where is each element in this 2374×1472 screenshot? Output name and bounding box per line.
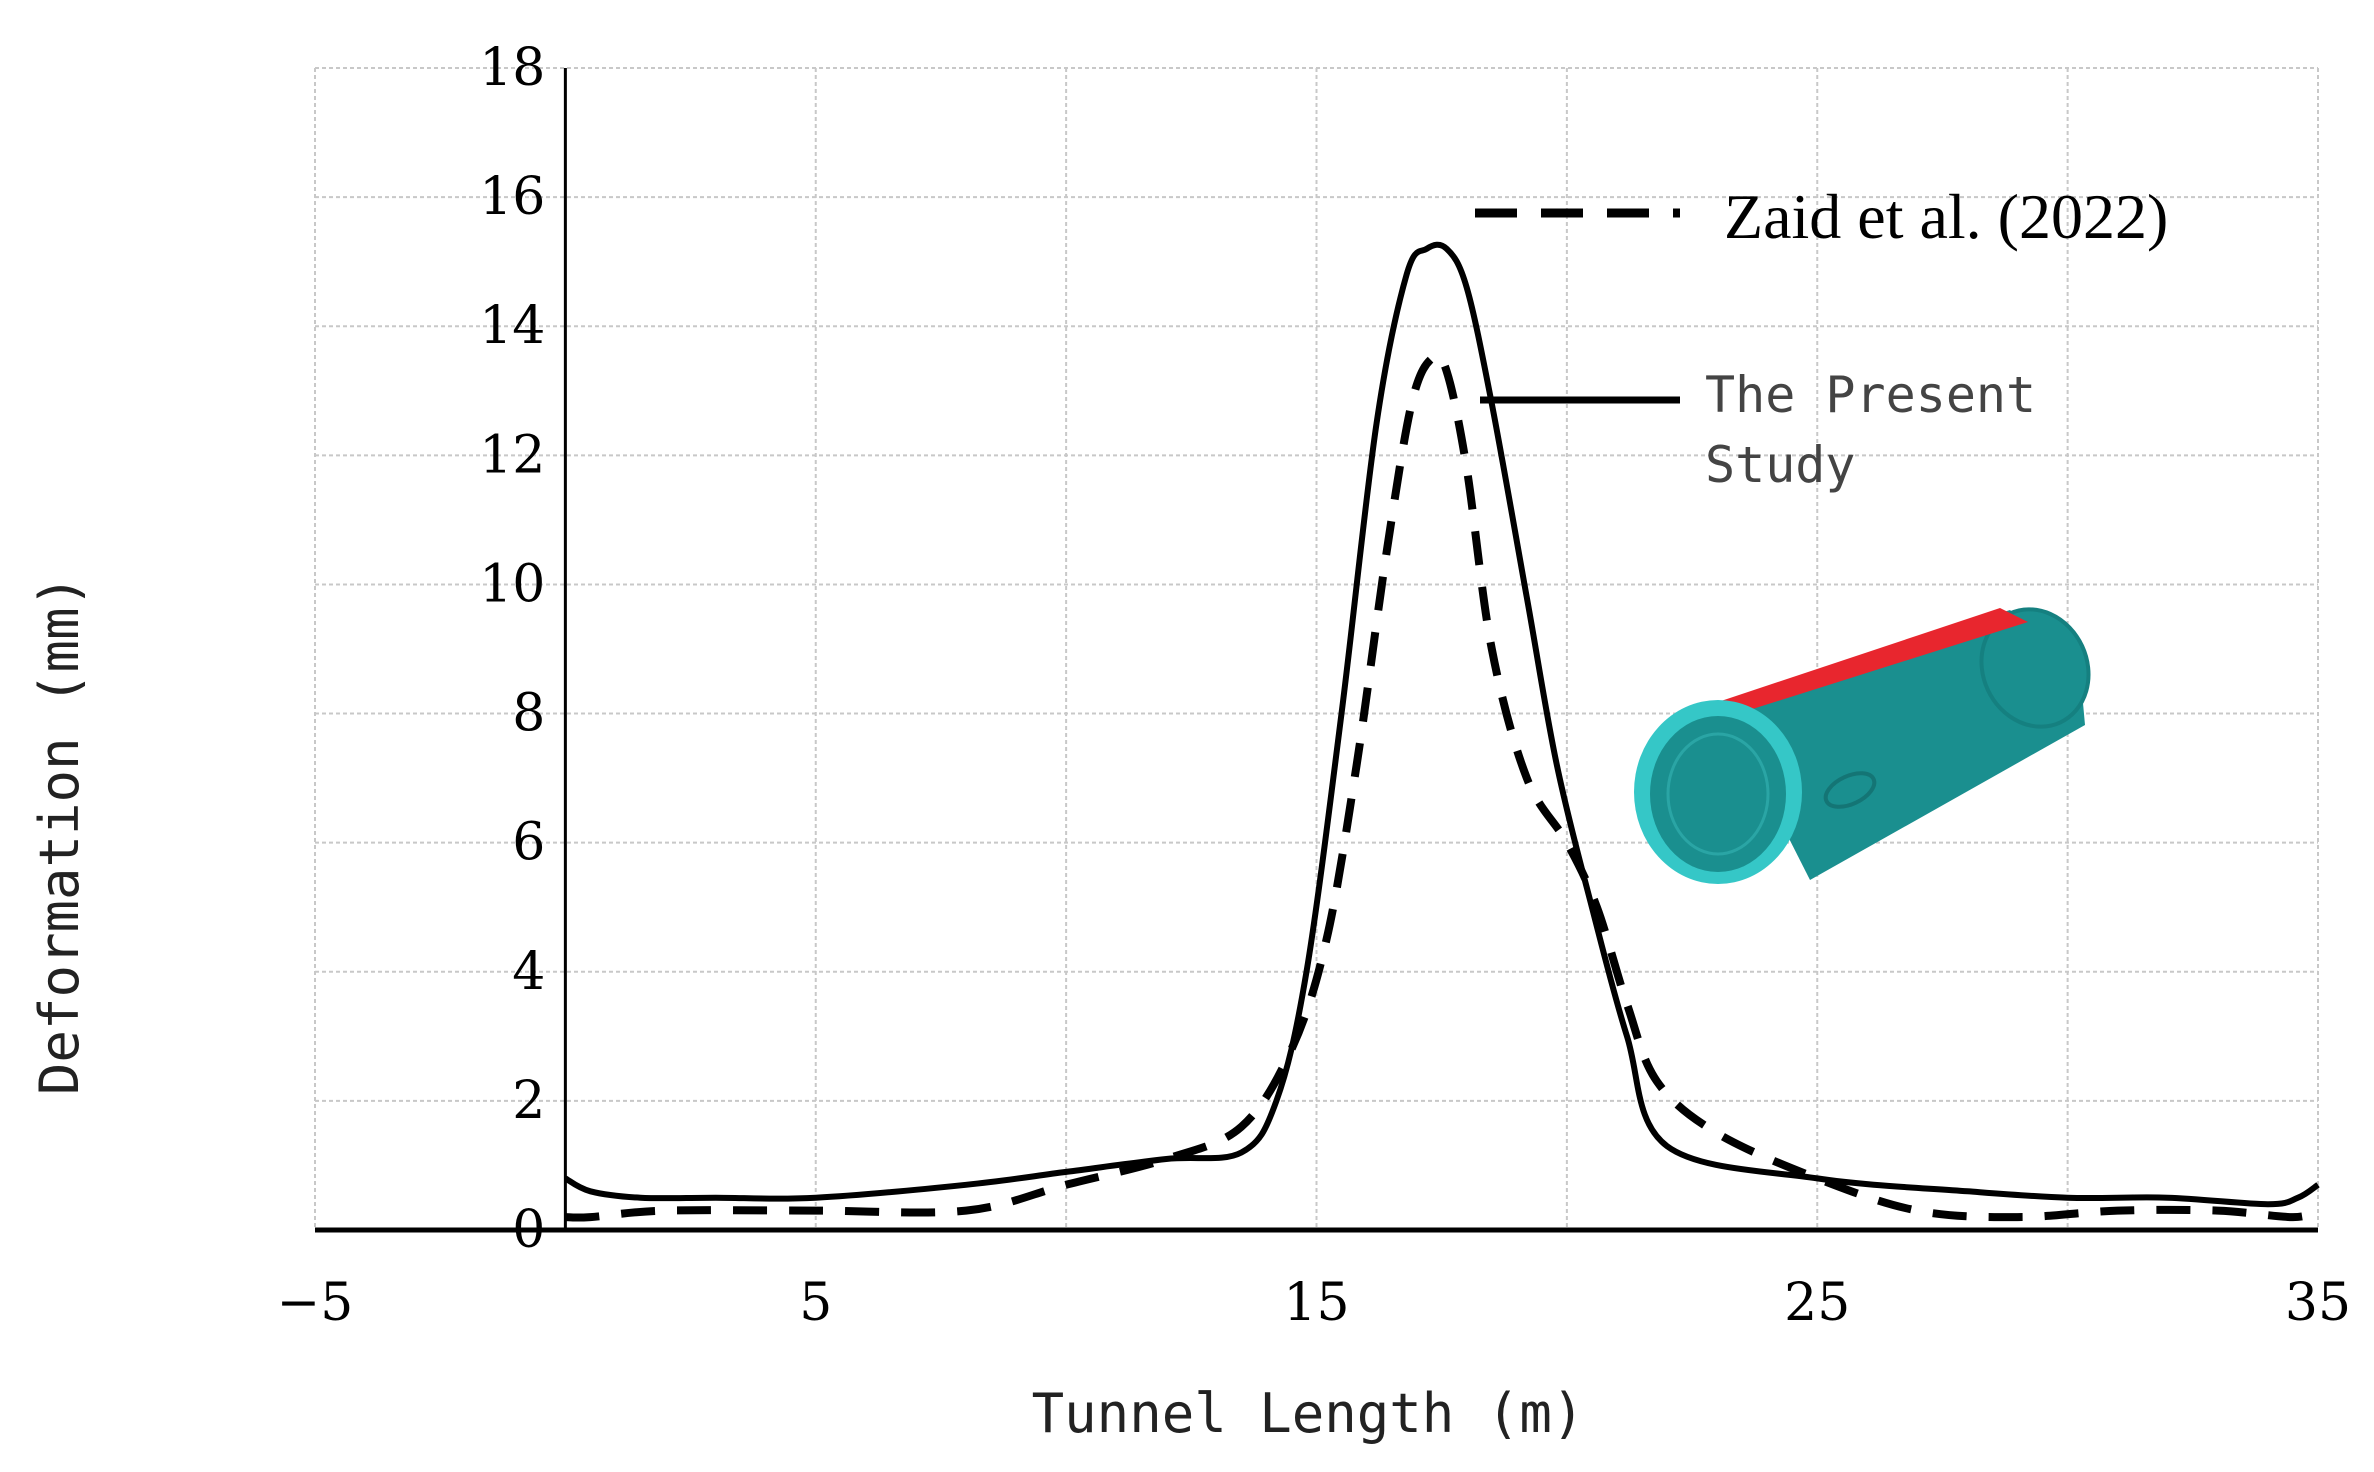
x-tick-label: 15 [1283,1273,1349,1333]
tunnel-surface-mark [1823,771,1877,809]
series-line-present-study [563,241,2320,1208]
x-tick-label: −5 [277,1273,354,1333]
x-tick-label: 25 [1784,1273,1850,1333]
legend: Zaid et al. (2022) The Present Study [1475,181,2168,494]
y-tick-label: 6 [512,813,545,873]
y-tick-label: 2 [512,1071,545,1131]
legend-solid-label-line1: The Present [1705,366,2036,424]
x-tick-label: 35 [2285,1273,2351,1333]
tunnel-top-stripe [1712,608,2028,718]
x-axis-title: Tunnel Length (m) [1032,1382,1585,1445]
y-axis-title: Deformation (mm) [28,575,91,1095]
y-tick-label: 4 [512,942,545,1002]
y-tick-label: 18 [479,38,545,98]
y-tick-label: 10 [479,554,545,614]
tunnel-opening [1650,716,1786,872]
tunnel-model-image [1634,607,2091,884]
y-tick-label: 16 [479,167,545,227]
tunnel-opening-inner [1666,732,1770,856]
series-line-zaid-2022 [565,351,2320,1222]
y-tick-label: 0 [512,1200,545,1260]
axes [315,68,2318,1233]
data-series [563,241,2320,1222]
y-tick-label: 8 [512,684,545,744]
x-tick-label: 5 [799,1273,832,1333]
legend-dashed-label: Zaid et al. (2022) [1724,181,2168,252]
y-tick-label: 12 [479,425,545,485]
tick-labels: −5 5 15 25 35 0 2 4 6 8 10 12 14 16 18 [277,38,2351,1333]
legend-solid-label-line2: Study [1705,436,1856,494]
y-tick-label: 14 [479,296,545,356]
